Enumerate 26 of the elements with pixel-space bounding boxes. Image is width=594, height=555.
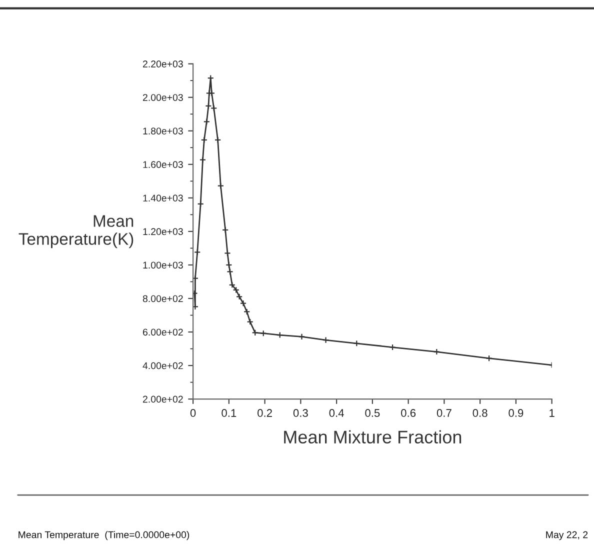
x-tick-label: 1 [550, 409, 554, 417]
x-tick-label: 0.3 [293, 409, 308, 417]
x-axis-title: Mean Mixture Fraction [284, 430, 462, 444]
y-tick-label: 1.80e+03 [143, 128, 183, 134]
x-tick-label: 0.7 [436, 409, 452, 417]
x-tick-label: 0.2 [258, 409, 272, 417]
text: May 22, 2 [546, 531, 588, 540]
y-axis-title: Mean Temperature(K) [18, 215, 134, 248]
y-tick-label: 8.00e+02 [142, 295, 183, 302]
y-tick-label: 6.00e+02 [143, 328, 183, 336]
y-tick-label: 2.20e+03 [143, 60, 183, 68]
y-tick-label: 1.40e+03 [143, 194, 183, 202]
text: Mean Temperature (Time=0.0000e+00) [18, 531, 190, 540]
x-tick-label: 0.1 [222, 409, 236, 417]
y-tick-label: 2.00e+03 [143, 94, 183, 101]
y-tick-label: 4.00e+02 [142, 362, 183, 370]
y-tick-label: 1.60e+03 [143, 161, 183, 168]
y-tick-label: 1.00e+03 [143, 262, 183, 269]
y-tick-label: 2.00e+02 [143, 396, 183, 403]
y-tick-label: 1.20e+03 [143, 228, 183, 236]
x-tick-label: 0.6 [401, 409, 416, 417]
x-tick-label: 0 [190, 409, 196, 417]
x-tick-label: 0.8 [472, 409, 488, 417]
x-tick-label: 0.4 [329, 409, 344, 417]
x-tick-label: 0.9 [508, 409, 524, 417]
x-tick-label: 0.5 [365, 409, 380, 417]
